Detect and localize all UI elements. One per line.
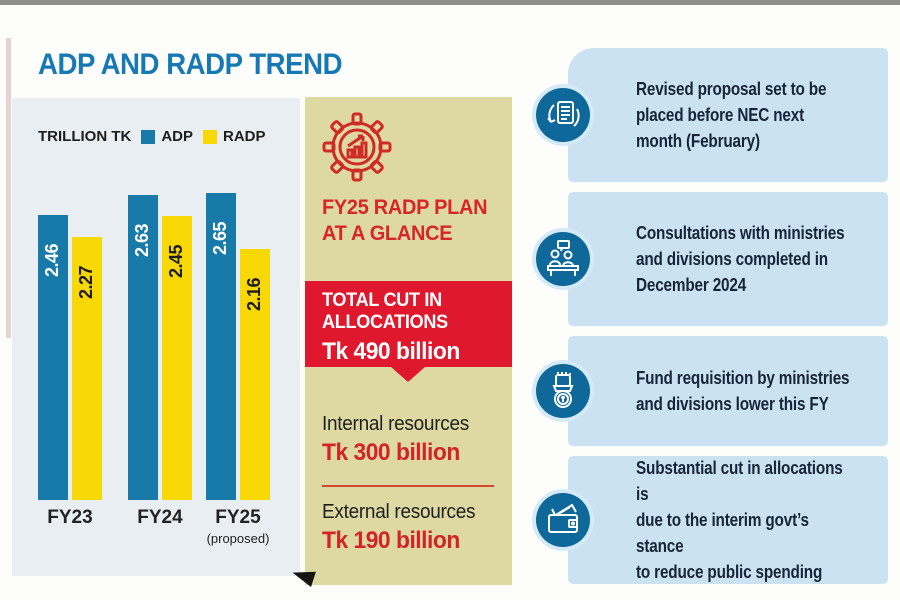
callout-substantial-cut-text: Substantial cut in allocations is due to… (636, 457, 843, 583)
external-resources-label: External resources (322, 501, 476, 523)
category-label-fy24: FY24 (137, 507, 183, 528)
total-cut-label: TOTAL CUT IN ALLOCATIONS (322, 290, 448, 334)
bar-chart-panel: TRILLION TK ADP RADP 2.46 2.27 FY23 2.63 2.4… (12, 98, 300, 576)
radp-swatch (203, 129, 217, 144)
bar-radp-fy25: 2.16 (240, 249, 270, 500)
gear-chart-icon (319, 109, 395, 190)
fund-request-icon (536, 364, 590, 418)
bar-group-fy25: 2.65 2.16 FY25 (proposed) (206, 193, 270, 546)
bar-value-label: 2.16 (244, 277, 265, 311)
chart-legend: TRILLION TK ADP RADP (38, 128, 266, 145)
bar-radp-fy24: 2.45 (162, 216, 192, 500)
page-title: ADP AND RADP TREND (38, 48, 343, 81)
total-cut-notch (391, 367, 425, 382)
resources-divider (322, 485, 494, 487)
legend-label-adp: ADP (161, 128, 193, 145)
radp-plan-panel: FY25 RADP PLAN AT A GLANCE TOTAL CUT IN … (305, 97, 512, 585)
legend-item-adp: ADP (141, 128, 193, 145)
unit-label: TRILLION TK (38, 128, 132, 145)
internal-resources-label: Internal resources (322, 413, 469, 435)
document-refresh-icon (536, 88, 590, 142)
bar-radp-fy23: 2.27 (72, 237, 102, 500)
category-label-fy25: FY25 (proposed) (206, 507, 270, 546)
bar-adp-fy25: 2.65 (206, 193, 236, 500)
left-edge-strip (6, 38, 11, 338)
callout-fund-requisition-text: Fund requisition by ministries and divis… (636, 367, 850, 414)
bar-group-fy23: 2.46 2.27 FY23 (38, 215, 102, 528)
external-resources-value: Tk 190 billion (322, 527, 460, 554)
bar-adp-fy24: 2.63 (128, 195, 158, 500)
meeting-icon (536, 232, 590, 286)
bar-value-label: 2.45 (166, 244, 187, 278)
callout-fund-requisition: Fund requisition by ministries and divis… (568, 336, 888, 446)
total-cut-box: TOTAL CUT IN ALLOCATIONS Tk 490 billion (305, 281, 512, 367)
bar-value-label: 2.63 (132, 223, 153, 257)
category-label-fy23: FY23 (47, 507, 93, 528)
callout-revised-proposal: Revised proposal set to be placed before… (568, 48, 888, 182)
legend-label-radp: RADP (223, 128, 266, 145)
callout-revised-proposal-text: Revised proposal set to be placed before… (636, 78, 827, 152)
adp-swatch (141, 129, 156, 144)
callout-substantial-cut: Substantial cut in allocations is due to… (568, 456, 888, 584)
wallet-icon (536, 493, 590, 547)
internal-resources-value: Tk 300 billion (322, 439, 460, 466)
callout-consultations: Consultations with ministries and divisi… (568, 192, 888, 326)
radp-plan-heading: FY25 RADP PLAN AT A GLANCE (322, 196, 488, 245)
bar-value-label: 2.65 (210, 221, 231, 255)
bar-value-label: 2.27 (76, 265, 97, 299)
top-border-strip (0, 0, 900, 5)
bar-adp-fy23: 2.46 (38, 215, 68, 500)
legend-item-radp: RADP (203, 128, 266, 145)
bar-group-fy24: 2.63 2.45 FY24 (128, 195, 192, 528)
bar-chart: 2.46 2.27 FY23 2.63 2.45 FY24 2.65 2.16 FY25 (pro… (12, 98, 300, 576)
bar-value-label: 2.46 (42, 243, 63, 277)
total-cut-value: Tk 490 billion (322, 337, 460, 365)
callout-consultations-text: Consultations with ministries and divisi… (636, 222, 845, 296)
